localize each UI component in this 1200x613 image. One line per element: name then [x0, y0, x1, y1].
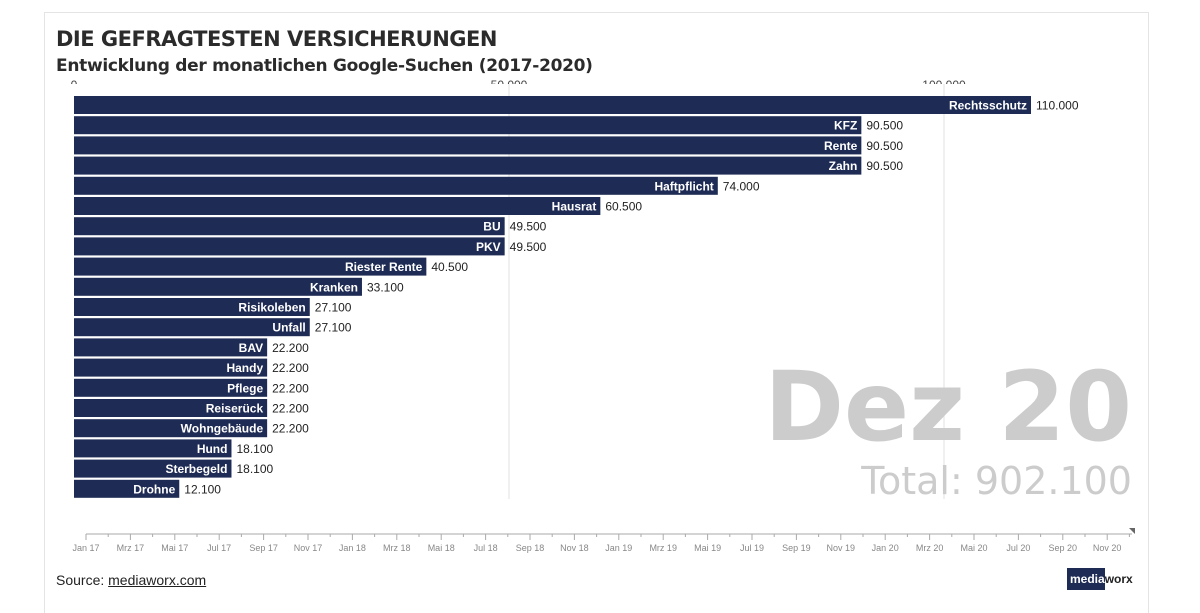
timeline-label-18: Jan 20: [872, 543, 899, 553]
bar-category-label-5: Hausrat: [552, 200, 597, 214]
bar-category-label-0: Rechtsschutz: [949, 99, 1027, 113]
bar-category-label-15: Reiserück: [206, 402, 264, 416]
total-label: Total: 902.100: [860, 459, 1132, 503]
bar-value-label-5: 60.500: [605, 200, 642, 214]
bar-value-label-10: 27.100: [315, 301, 352, 315]
bar-13: [74, 358, 268, 377]
timeline-label-1: Mrz 17: [117, 543, 145, 553]
bar-14: [74, 378, 268, 397]
bar-8: [74, 257, 427, 276]
source-prefix: Source:: [56, 572, 109, 588]
bar-category-label-4: Haftpflicht: [654, 179, 713, 193]
bar-value-label-13: 22.200: [272, 361, 309, 375]
timeline-label-7: Mrz 18: [383, 543, 411, 553]
bar-value-label-11: 27.100: [315, 321, 352, 335]
bar-category-label-3: Zahn: [829, 159, 858, 173]
timeline-label-23: Nov 20: [1093, 543, 1122, 553]
bar-value-label-1: 90.500: [866, 119, 903, 133]
bar-value-label-8: 40.500: [431, 260, 468, 274]
bar-category-label-8: Riester Rente: [345, 260, 423, 274]
timeline-label-3: Jul 17: [207, 543, 231, 553]
bar-category-label-6: BU: [483, 220, 500, 234]
chart-title: DIE GEFRAGTESTEN VERSICHERUNGEN: [56, 27, 497, 51]
bar-value-label-15: 22.200: [272, 402, 309, 416]
bar-10: [74, 298, 310, 316]
timeline-handle: [1129, 528, 1135, 534]
bar-18: [74, 459, 232, 478]
timeline-label-6: Jan 18: [339, 543, 366, 553]
tick-mask: [60, 84, 1140, 96]
bar-category-label-11: Unfall: [272, 321, 305, 335]
bar-16: [74, 419, 268, 438]
bar-value-label-7: 49.500: [510, 240, 547, 254]
bar-value-label-14: 22.200: [272, 381, 309, 395]
current-date-label: Dez 20: [764, 351, 1132, 463]
bar-value-label-3: 90.500: [866, 159, 903, 173]
timeline-label-13: Mrz 19: [649, 543, 677, 553]
timeline-label-8: Mai 18: [428, 543, 455, 553]
bar-12: [74, 338, 268, 357]
bar-value-label-0: 110.000: [1036, 99, 1079, 113]
timeline-label-11: Nov 18: [560, 543, 589, 553]
bar-7: [74, 237, 505, 256]
bar-4: [74, 176, 718, 195]
timeline-label-14: Mai 19: [694, 543, 721, 553]
timeline-label-4: Sep 17: [249, 543, 278, 553]
bar-category-label-12: BAV: [239, 341, 263, 355]
bar-0: [74, 96, 1031, 114]
bar-category-label-17: Hund: [197, 442, 228, 456]
bar-17: [74, 439, 232, 458]
bar-value-label-18: 18.100: [236, 462, 273, 476]
mediaworx-logo: media worx: [1067, 566, 1133, 591]
logo-part-media: media: [1067, 567, 1105, 590]
bar-9: [74, 277, 362, 296]
bar-15: [74, 399, 268, 417]
timeline-label-20: Mai 20: [960, 543, 987, 553]
bar-category-label-7: PKV: [476, 240, 501, 254]
source-note: Source: mediaworx.com: [56, 572, 206, 588]
timeline-label-2: Mai 17: [161, 543, 188, 553]
timeline-label-21: Jul 20: [1006, 543, 1030, 553]
bar-value-label-2: 90.500: [866, 139, 903, 153]
bar-value-label-16: 22.200: [272, 422, 309, 436]
bar-value-label-4: 74.000: [723, 179, 760, 193]
timeline-label-9: Jul 18: [474, 543, 498, 553]
bar-value-label-6: 49.500: [510, 220, 547, 234]
source-link[interactable]: mediaworx.com: [108, 572, 207, 588]
timeline-label-0: Jan 17: [72, 543, 99, 553]
timeline-label-16: Sep 19: [782, 543, 811, 553]
timeline-label-5: Nov 17: [294, 543, 323, 553]
timeline-label-19: Mrz 20: [916, 543, 944, 553]
bar-value-label-12: 22.200: [272, 341, 309, 355]
bar-value-label-19: 12.100: [184, 482, 221, 496]
bar-category-label-18: Sterbegeld: [165, 462, 227, 476]
bar-category-label-14: Pflege: [227, 381, 263, 395]
bar-category-label-19: Drohne: [133, 482, 175, 496]
bar-3: [74, 156, 862, 175]
bar-category-label-16: Wohngebäude: [181, 422, 264, 436]
bar-1: [74, 116, 862, 135]
bar-value-label-17: 18.100: [236, 442, 273, 456]
bar-value-label-9: 33.100: [367, 280, 404, 294]
timeline-label-10: Sep 18: [516, 543, 545, 553]
chart-subtitle: Entwicklung der monatlichen Google-Suche…: [56, 56, 593, 76]
bar-category-label-2: Rente: [824, 139, 858, 153]
bar-5: [74, 197, 601, 215]
timeline-label-17: Nov 19: [827, 543, 856, 553]
bar-category-label-13: Handy: [226, 361, 263, 375]
bar-category-label-1: KFZ: [834, 119, 857, 133]
timeline-label-22: Sep 20: [1049, 543, 1078, 553]
logo-part-worx: worx: [1104, 571, 1133, 586]
bar-6: [74, 217, 505, 236]
bar-11: [74, 318, 310, 337]
bar-2: [74, 136, 862, 155]
bar-category-label-9: Kranken: [310, 280, 358, 294]
bar-category-label-10: Risikoleben: [238, 301, 305, 315]
timeline-label-12: Jan 19: [605, 543, 632, 553]
timeline-label-15: Jul 19: [740, 543, 764, 553]
bar-19: [74, 479, 180, 498]
